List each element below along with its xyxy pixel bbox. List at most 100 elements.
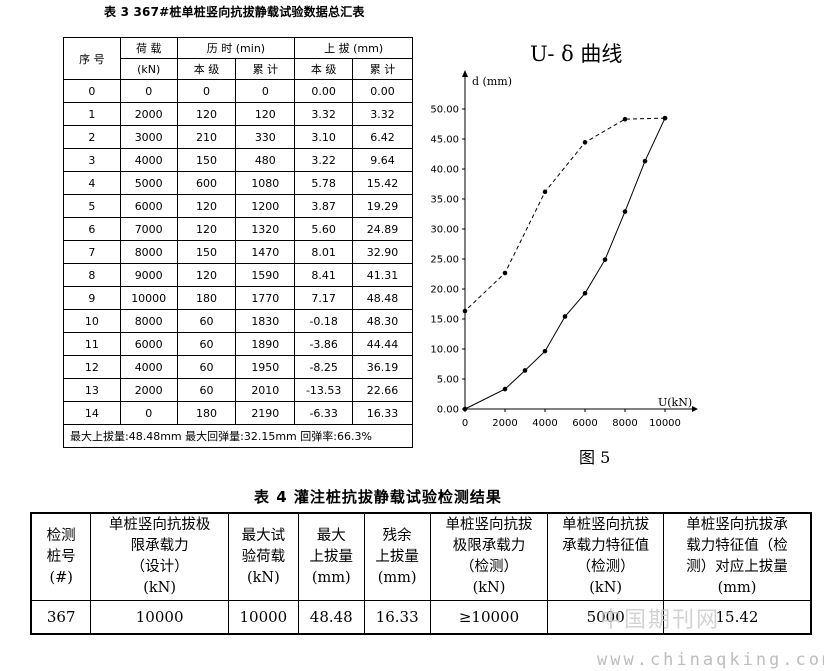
table-cell: 24.89 <box>352 217 413 241</box>
table-cell: 2000 <box>119 102 178 126</box>
x-tick-label: 10000 <box>649 418 681 429</box>
table-cell: -0.18 <box>294 309 354 333</box>
table4: 检测 桩号 (#) 单桩竖向抗拔极 限承载力 （设计） (kN) 最大试 验荷载 (… <box>30 512 812 635</box>
table4-header-cell: 单桩竖向抗拔 极限承载力 （检测） (kN) <box>429 512 549 601</box>
table4-title: 表 4 灌注桩抗拔静载试验检测结果 <box>254 488 502 506</box>
table-cell: 15.42 <box>352 171 413 195</box>
table4-cell: ≥10000 <box>429 600 549 635</box>
data-point <box>522 368 528 373</box>
table-cell: 6.42 <box>352 125 413 149</box>
table4-cell: 48.48 <box>297 600 365 635</box>
data-point <box>502 386 508 392</box>
figure-caption: 图 5 <box>579 448 611 467</box>
x-axis-arrow <box>692 406 698 412</box>
table-cell: 60 <box>176 332 237 356</box>
y-tick-label: 5.00 <box>437 375 459 386</box>
table4-header-cell: 检测 桩号 (#) <box>30 512 92 601</box>
table-cell: 1830 <box>235 309 296 333</box>
table-cell: 48.30 <box>352 309 413 333</box>
table-row: 7 8000 150 1470 8.01 32.90 <box>63 240 413 264</box>
table-cell: 150 <box>176 148 237 172</box>
chart-axes <box>462 70 698 412</box>
table-row: 4 5000 600 1080 5.78 15.42 <box>63 171 413 195</box>
table-row: 9 10000 180 1770 7.17 48.48 <box>63 286 413 310</box>
table-cell: 4 <box>63 171 121 195</box>
table-row: 11 6000 60 1890 -3.86 44.44 <box>63 332 413 356</box>
table-cell: 7 <box>63 240 121 264</box>
table-cell: 0 <box>235 79 296 103</box>
table-cell: 180 <box>176 401 237 425</box>
table-cell: 2000 <box>119 378 178 402</box>
table-cell: 14 <box>63 401 121 425</box>
table-cell: 1320 <box>235 217 296 241</box>
table-cell: 0.00 <box>352 79 413 103</box>
table-cell: -6.33 <box>294 401 354 425</box>
table4-cell: 16.33 <box>363 600 431 635</box>
table-cell: 3.32 <box>294 102 354 126</box>
table-cell: 1200 <box>235 194 296 218</box>
data-point <box>602 257 608 262</box>
y-tick-label: 10.00 <box>430 345 459 356</box>
table-cell: 8 <box>63 263 121 287</box>
table3-body: 0 0 0 0 0.00 0.00 1 2000 120 120 3.32 3.32 2 3000 210 3… <box>63 79 413 425</box>
table-cell: 9 <box>63 286 121 310</box>
data-point <box>462 406 468 412</box>
table-row: 3 4000 150 480 3.22 9.64 <box>63 148 413 172</box>
table-cell: 6000 <box>119 332 178 356</box>
chart-ticks: 0 2000 4000 6000 8000 10000 0.00 5.00 10.00 15.00… <box>430 105 681 430</box>
unloading-series-line <box>464 117 666 312</box>
table-cell: 6000 <box>119 194 178 218</box>
y-tick-label: 15.00 <box>430 315 459 326</box>
table-cell: 120 <box>176 217 237 241</box>
table4-header-cell: 残余 上拔量 (mm) <box>363 512 431 601</box>
table-cell: 3 <box>63 148 121 172</box>
table-cell: 9000 <box>119 263 178 287</box>
watermark-cn: 中国期刊网 <box>600 608 721 633</box>
table-row: 13 2000 60 2010 -13.53 22.66 <box>63 378 413 402</box>
table-cell: 5.78 <box>294 171 354 195</box>
table3: 序 号 荷 载 历 时 (min) 上 拔 (mm) (kN) 本 级 累 计 … <box>63 37 413 448</box>
y-axis-arrow <box>462 70 468 77</box>
table4-header-cell: 最大 上拔量 (mm) <box>297 512 365 601</box>
x-tick-label: 4000 <box>532 418 557 429</box>
table-cell: 4000 <box>119 148 178 172</box>
table-cell: 1890 <box>235 332 296 356</box>
table-cell: 1080 <box>235 171 296 195</box>
watermark-url: www.chinaqking.com <box>597 650 824 670</box>
header-uplift-cumulative: 累 计 <box>352 58 413 80</box>
table-cell: 210 <box>176 125 237 149</box>
table4-cell: 367 <box>30 600 92 635</box>
table4-header-cell: 单桩竖向抗拔极 限承载力 （设计） (kN) <box>90 512 229 601</box>
table-cell: 22.66 <box>352 378 413 402</box>
table-cell: 8.41 <box>294 263 354 287</box>
table-cell: 8000 <box>119 240 178 264</box>
y-tick-label: 35.00 <box>430 195 459 206</box>
data-point <box>502 270 508 276</box>
table-cell: 60 <box>176 355 237 379</box>
data-point <box>622 209 628 214</box>
chart-xlabel: U(kN) <box>658 396 692 409</box>
table-cell: 0.00 <box>294 79 354 103</box>
table-cell: -3.86 <box>294 332 354 356</box>
table-cell: 1950 <box>235 355 296 379</box>
header-seq: 序 号 <box>63 37 121 80</box>
data-point <box>642 158 648 164</box>
table-cell: 120 <box>176 194 237 218</box>
table-cell: 12 <box>63 355 121 379</box>
chart-series <box>462 115 668 412</box>
data-point <box>462 308 468 314</box>
table4-header-row: 检测 桩号 (#) 单桩竖向抗拔极 限承载力 （设计） (kN) 最大试 验荷载 (… <box>30 512 812 601</box>
chart-title: U- δ 曲线 <box>530 42 622 66</box>
header-time: 历 时 (min) <box>176 37 296 59</box>
table-cell: 4000 <box>119 355 178 379</box>
x-tick-label: 2000 <box>492 418 517 429</box>
table-cell: 44.44 <box>352 332 413 356</box>
header-load: 荷 载 <box>119 37 178 59</box>
y-tick-label: 50.00 <box>430 105 459 116</box>
data-point <box>662 115 668 121</box>
table-row: 6 7000 120 1320 5.60 24.89 <box>63 217 413 241</box>
table-cell: 0 <box>176 79 237 103</box>
loading-series-line <box>464 117 666 410</box>
table-cell: 5.60 <box>294 217 354 241</box>
table4-cell: 10000 <box>90 600 229 635</box>
